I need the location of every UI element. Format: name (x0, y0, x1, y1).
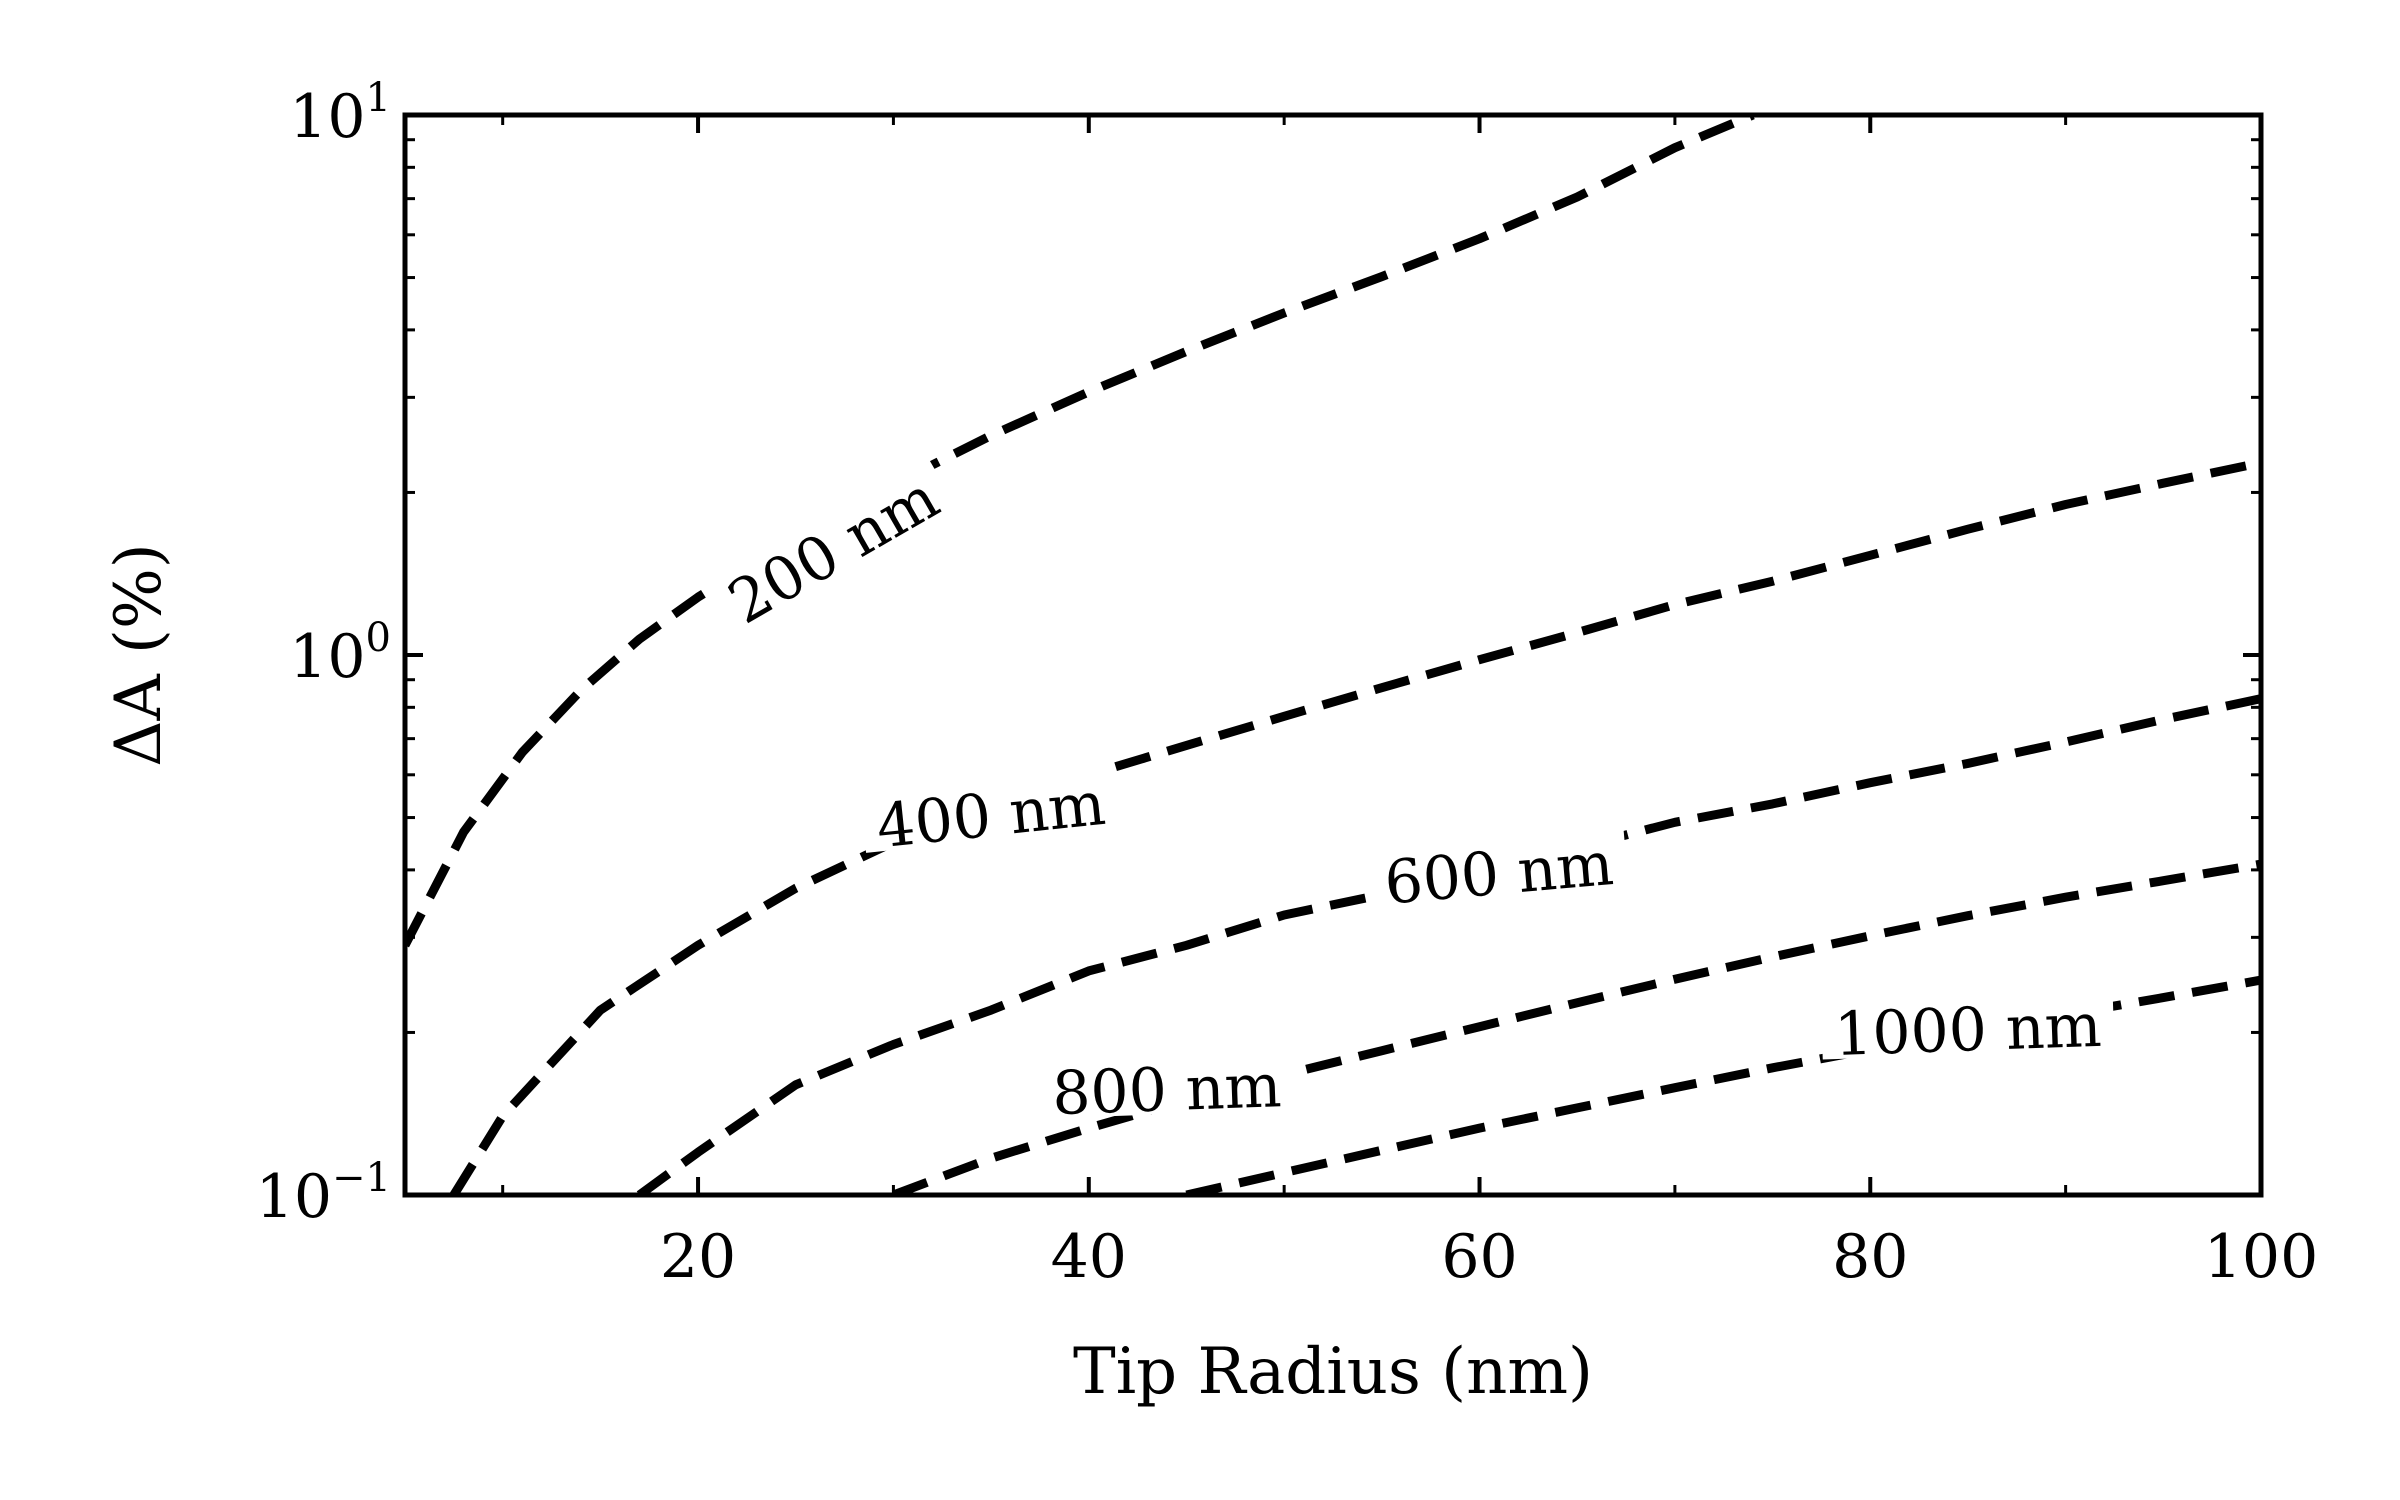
curve-label-bg (1367, 822, 1629, 909)
curve-label: 400 nm (873, 769, 1108, 863)
plot-frame (402, 112, 2264, 1198)
curve-label: 800 nm (1051, 1051, 1282, 1129)
series-line-600-nm (636, 694, 2261, 1195)
tick-labels-layer: 20 40 60 80 100 10−1 100 101 (256, 75, 2319, 1292)
x-tick-label: 80 (1832, 1222, 1908, 1292)
curve-label-bg (1037, 1045, 1296, 1119)
curves-layer (405, 115, 2261, 1195)
x-tick-label: 60 (1441, 1222, 1517, 1292)
series-line-200-nm (405, 115, 1755, 948)
curve-label-group: 200 nm (702, 451, 957, 638)
x-tick-label: 40 (1051, 1222, 1127, 1292)
y-tick-label: 100 (289, 615, 391, 692)
x-tick-label: 20 (660, 1222, 736, 1292)
curve-label-group: 600 nm (1367, 822, 1629, 919)
x-axis-label: Tip Radius (nm) (1073, 1335, 1593, 1409)
y-tick-label: 101 (289, 75, 391, 152)
curve-labels-layer: 200 nm 400 nm 600 nm 800 nm 1000 nm (702, 451, 2115, 1129)
series-line-800-nm (891, 859, 2261, 1195)
curve-label-group: 1000 nm (1820, 985, 2115, 1070)
curve-label: 200 nm (717, 463, 950, 638)
curve-label-group: 400 nm (859, 762, 1121, 863)
curve-label-bg (859, 762, 1121, 853)
y-axis-label: ΔA (%) (102, 543, 176, 767)
series-line-1000-nm (1185, 975, 2261, 1195)
y-tick-label: 10−1 (256, 1155, 391, 1232)
curve-label-bg (702, 451, 957, 636)
curve-label-bg (1820, 985, 2115, 1060)
curve-label: 1000 nm (1833, 991, 2103, 1070)
series-line-400-nm (449, 458, 2261, 1195)
curve-label-group: 800 nm (1037, 1045, 1296, 1129)
x-tick-label: 100 (2204, 1222, 2319, 1292)
